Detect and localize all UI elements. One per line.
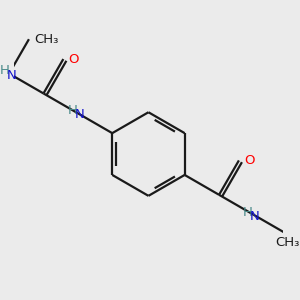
- Text: CH₃: CH₃: [34, 33, 58, 46]
- Text: H: H: [0, 64, 9, 77]
- Text: O: O: [69, 52, 79, 65]
- Text: N: N: [250, 210, 260, 223]
- Text: N: N: [6, 69, 16, 82]
- Text: O: O: [244, 154, 255, 167]
- Text: CH₃: CH₃: [276, 236, 300, 249]
- Text: H: H: [68, 103, 78, 117]
- Text: H: H: [243, 206, 252, 219]
- Text: N: N: [75, 108, 85, 122]
